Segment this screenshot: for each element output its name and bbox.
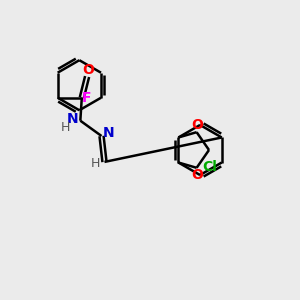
Text: H: H (60, 121, 70, 134)
Text: Cl: Cl (202, 160, 217, 174)
Text: O: O (191, 168, 203, 182)
Text: O: O (191, 118, 203, 132)
Text: O: O (82, 63, 94, 77)
Text: N: N (67, 112, 79, 126)
Text: F: F (82, 91, 92, 105)
Text: N: N (103, 126, 115, 140)
Text: H: H (90, 157, 100, 170)
